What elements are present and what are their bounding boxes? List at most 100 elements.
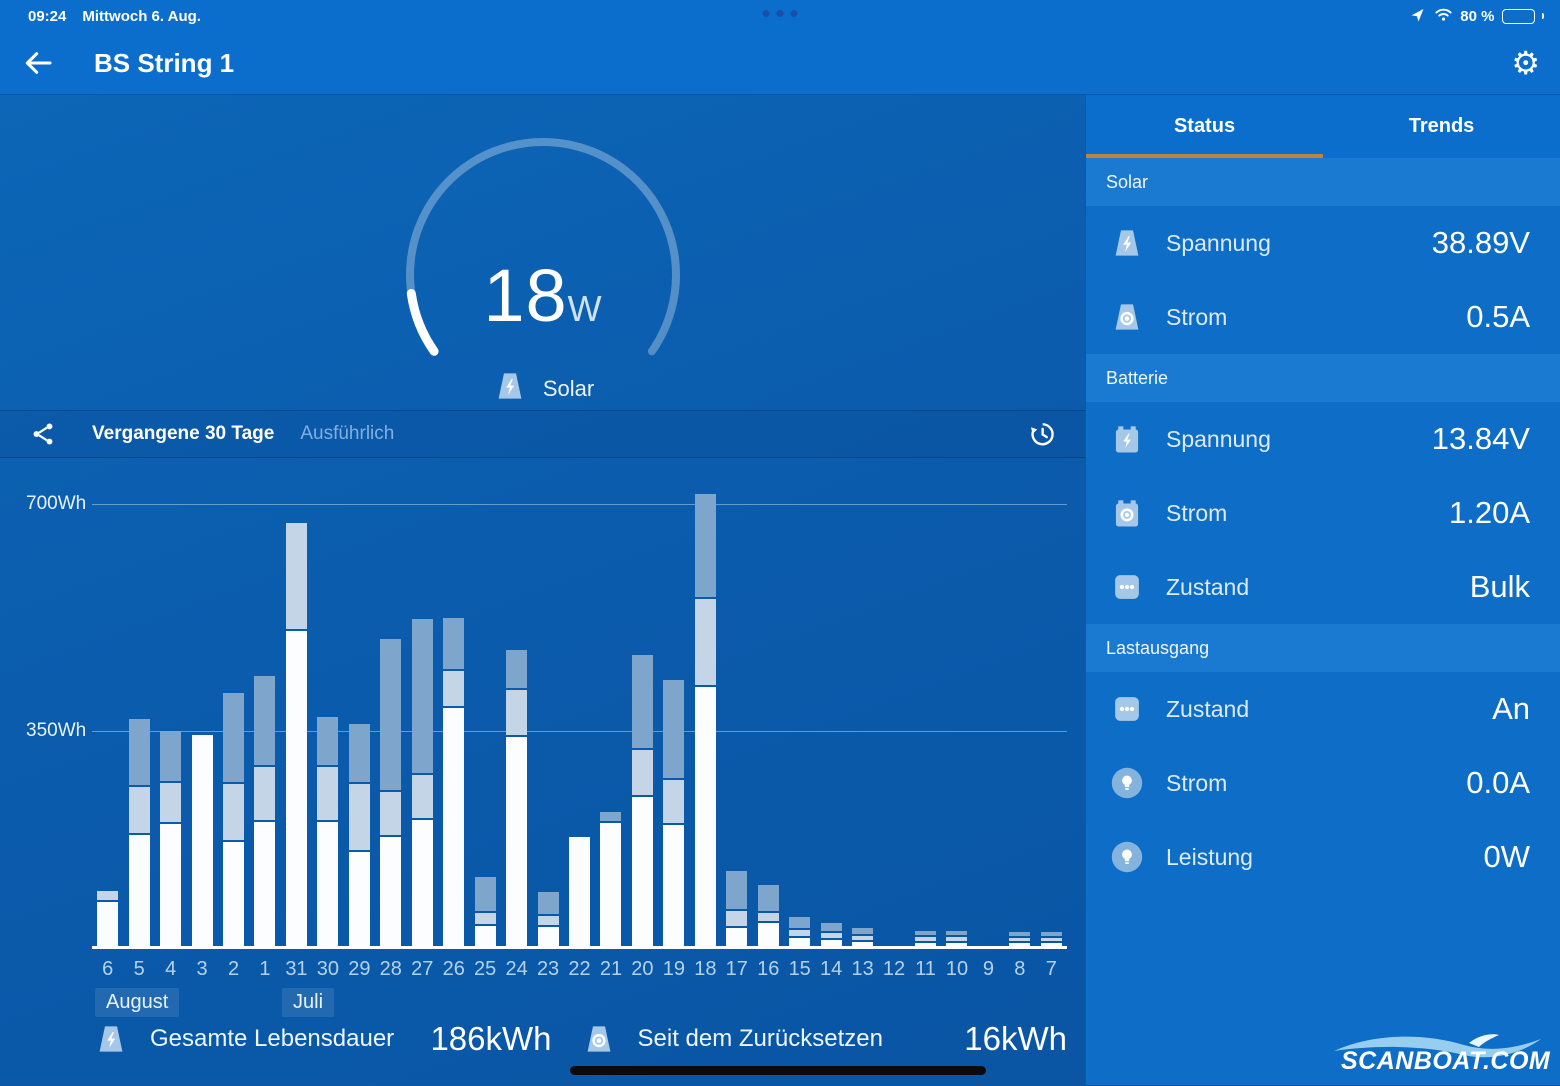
bar-day-7 [1036,932,1067,946]
month-badge-august: August [95,988,179,1017]
bar-day-24 [501,650,532,946]
x-axis-tick: 5 [123,958,154,981]
bar-day-2 [218,693,249,946]
settings-gear-icon[interactable]: ⚙ [1511,47,1540,79]
x-axis-tick: 31 [281,958,312,981]
dots-icon [1106,568,1148,606]
x-axis-tick: 6 [92,958,123,981]
x-axis-tick: 10 [941,958,972,981]
home-indicator[interactable] [570,1066,986,1075]
bulb-icon [1106,764,1148,802]
detail-toggle[interactable]: Ausführlich [300,423,394,445]
x-axis-tick: 15 [784,958,815,981]
page-title: BS String 1 [94,48,234,79]
x-axis-tick: 9 [973,958,1004,981]
solar-power-value: 18 [483,254,567,337]
since-reset-label: Seit dem Zurücksetzen [638,1025,883,1053]
bar-day-25 [469,877,500,946]
x-axis-tick: 11 [910,958,941,981]
gauge-label: Solar [543,376,594,402]
x-axis-tick: 28 [375,958,406,981]
location-icon [1411,6,1427,26]
bar-day-15 [784,917,815,946]
status-row: Strom 0.5A [1086,280,1560,354]
solar-dot-icon [1106,298,1148,336]
bar-day-11 [910,931,941,946]
lifetime-total: Gesamte Lebensdauer 186kWh [92,1020,580,1058]
status-row: Spannung 13.84V [1086,402,1560,476]
history-range-label[interactable]: Vergangene 30 Tage [92,423,274,445]
bar-day-4 [155,731,186,946]
wifi-icon [1434,6,1453,26]
section-header: Batterie [1086,354,1560,402]
status-row-value: 1.20A [1449,495,1530,531]
since-reset-total: Seit dem Zurücksetzen 16kWh [580,1020,1068,1058]
device-overview: 18W Solar Vergangene 30 Tage Ausführlich… [0,95,1085,1085]
history-icon[interactable] [1027,419,1057,449]
status-date: Mittwoch 6. Aug. [82,8,201,25]
bar-day-17 [721,871,752,946]
battery-cap [1542,13,1545,19]
status-row-label: Spannung [1166,230,1271,257]
lifetime-total-label: Gesamte Lebensdauer [150,1025,394,1053]
bar-day-23 [532,892,563,946]
bar-day-30 [312,717,343,946]
x-axis-tick: 13 [847,958,878,981]
bar-day-21 [595,812,626,946]
x-axis-tick: 14 [815,958,846,981]
share-icon[interactable] [30,421,56,447]
status-row-label: Leistung [1166,844,1253,871]
x-axis-tick: 8 [1004,958,1035,981]
section-header: Lastausgang [1086,624,1560,672]
x-axis-tick: 26 [438,958,469,981]
status-bar: 09:24 Mittwoch 6. Aug. 80 % [0,0,1560,32]
bar-day-28 [375,639,406,946]
bar-day-20 [627,655,658,946]
status-row-value: An [1492,691,1530,727]
solar-power-unit: W [568,288,602,329]
tab-trends[interactable]: Trends [1323,95,1560,158]
solar-panel-icon [491,367,529,410]
status-row-value: 0.0A [1466,765,1530,801]
x-axis-tick: 30 [312,958,343,981]
bar-day-8 [1004,932,1035,946]
bar-day-6 [92,891,123,946]
bar-day-16 [753,885,784,946]
solar-panel-bolt-icon [92,1020,130,1058]
bar-day-5 [123,719,154,946]
battery-icon [1502,9,1535,24]
totals-row: Gesamte Lebensdauer 186kWh Seit dem Zurü… [92,1020,1067,1058]
bar-day-1 [249,676,280,946]
x-axis-tick: 4 [155,958,186,981]
battery-bolt-icon [1106,420,1148,458]
x-axis-tick: 19 [658,958,689,981]
x-axis-tick: 22 [564,958,595,981]
x-axis-tick: 3 [186,958,217,981]
x-axis-tick: 16 [753,958,784,981]
status-row-label: Spannung [1166,426,1271,453]
bar-day-13 [847,928,878,946]
month-badge-juli: Juli [282,988,334,1017]
status-row-value: 0.5A [1466,299,1530,335]
status-row-value: 13.84V [1432,421,1530,457]
bulb-icon [1106,838,1148,876]
lifetime-total-value: 186kWh [430,1020,579,1058]
x-axis-tick: 23 [532,958,563,981]
status-row-label: Zustand [1166,574,1249,601]
back-button[interactable] [18,43,58,83]
since-reset-value: 16kWh [964,1020,1067,1058]
x-axis-tick: 29 [344,958,375,981]
x-axis-tick: 18 [690,958,721,981]
x-axis-tick: 21 [595,958,626,981]
x-axis-tick: 2 [218,958,249,981]
status-row-label: Strom [1166,304,1227,331]
status-row-label: Strom [1166,500,1227,527]
dots-icon [1106,690,1148,728]
bar-day-29 [344,724,375,946]
tab-status[interactable]: Status [1086,95,1323,158]
solar-bolt-icon [1106,224,1148,262]
